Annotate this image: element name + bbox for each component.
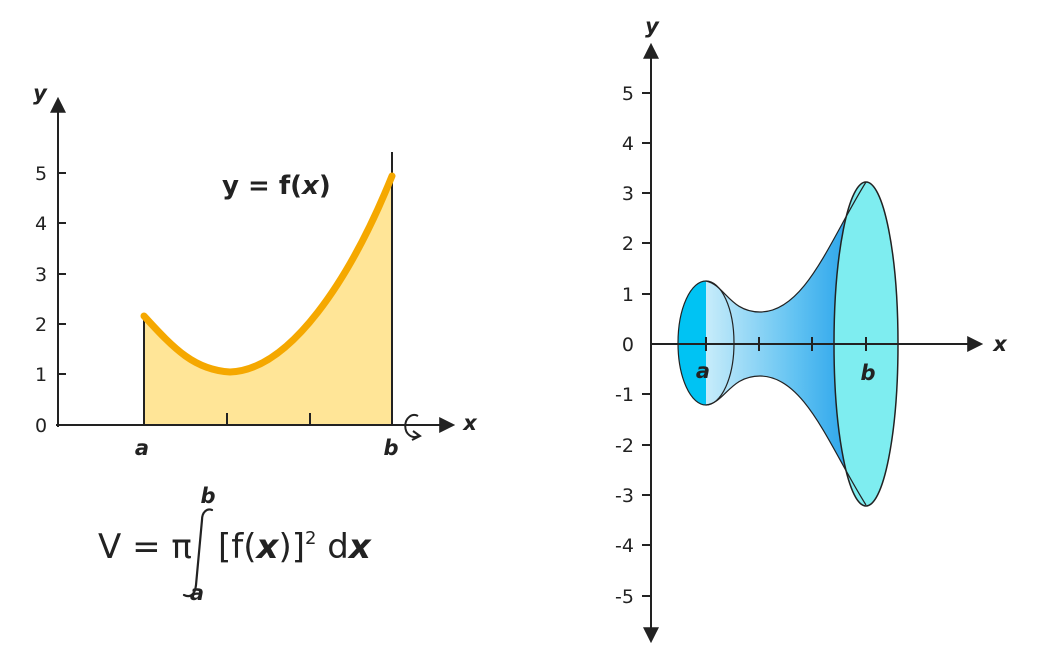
left-y-tick-label: 2: [35, 314, 47, 336]
left-y-tick-label: 3: [35, 264, 47, 286]
left-a-label: a: [135, 436, 149, 460]
rotate-around-x-icon: [404, 414, 422, 441]
left-y-tick-label: 1: [35, 364, 47, 386]
left-x-axis-label: x: [462, 411, 478, 435]
right-graph: 5 4 3 2 1 0 -1 -2 -3 -4 -5 y x a b: [615, 14, 1008, 644]
left-y-axis-label: y: [33, 81, 48, 105]
volume-formula: V = π b a [f(x)]2 dx: [98, 484, 372, 605]
left-y-tick-label: 4: [35, 213, 47, 235]
left-b-label: b: [383, 436, 398, 460]
right-y-tick-label: -3: [615, 485, 634, 507]
right-a-label: a: [696, 359, 710, 383]
integral-upper-limit: b: [200, 484, 215, 508]
right-y-tick-label: 0: [622, 334, 634, 356]
left-y-tick-label: 5: [35, 163, 47, 185]
right-b-label: b: [860, 361, 875, 385]
right-y-tick-label: 2: [622, 233, 634, 255]
right-x-axis-label: x: [992, 332, 1008, 356]
integral-lower-limit: a: [190, 581, 204, 605]
right-y-tick-label: 5: [622, 83, 634, 105]
area-under-curve: [144, 176, 392, 425]
solid-upper-outline: [705, 181, 867, 313]
right-y-ticks: [642, 92, 651, 597]
right-y-axis-label: y: [645, 14, 660, 38]
right-y-tick-label: 4: [622, 133, 634, 155]
right-y-tick-label: -2: [615, 435, 634, 457]
integral-sign: [182, 508, 214, 598]
curve-label: y = f(x): [222, 171, 331, 201]
left-y-ticks: [58, 172, 66, 375]
right-y-tick-label: 3: [622, 183, 634, 205]
formula-lhs: V = π: [98, 527, 192, 567]
right-y-tick-label: -5: [615, 586, 634, 608]
function-curve: [140, 172, 396, 376]
right-y-tick-label: 1: [622, 284, 634, 306]
solid-lower-outline: [705, 375, 867, 506]
right-y-tick-label: -1: [615, 384, 634, 406]
left-y-tick-label: 0: [35, 415, 47, 437]
right-y-tick-label: -4: [615, 535, 634, 557]
left-graph: 0 1 2 3 4 5 y x a b y = f(x): [33, 81, 478, 460]
formula-integrand: [f(x)]2 dx: [218, 527, 372, 567]
